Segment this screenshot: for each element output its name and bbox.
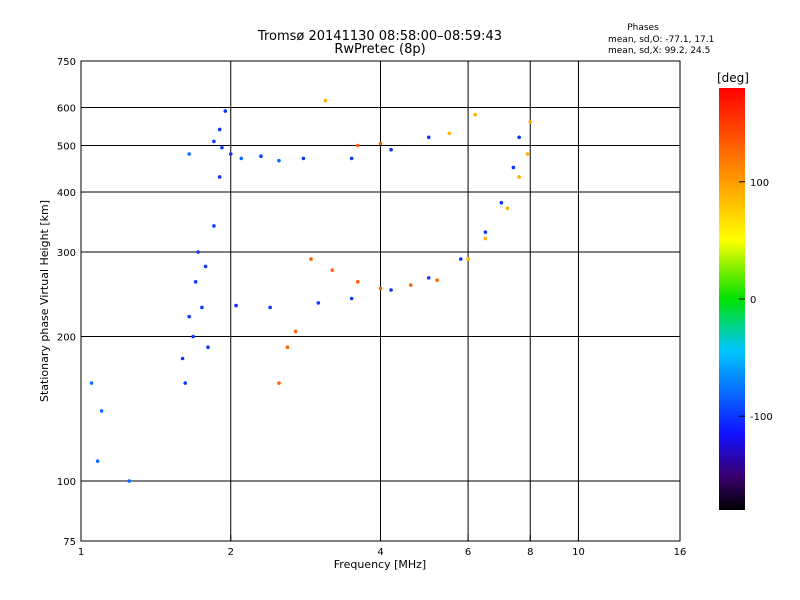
data-point <box>228 152 233 156</box>
data-point <box>483 236 488 241</box>
data-point <box>212 139 216 144</box>
x-tick-label: 10 <box>572 547 585 558</box>
data-point <box>223 109 228 113</box>
data-point <box>217 127 222 132</box>
data-point <box>268 305 272 310</box>
data-point <box>206 345 210 350</box>
data-point <box>517 175 521 179</box>
data-point <box>89 381 94 385</box>
data-point <box>378 141 383 146</box>
data-point <box>217 175 222 179</box>
data-point <box>458 257 463 261</box>
data-point <box>349 156 354 161</box>
data-point <box>389 147 393 152</box>
data-point <box>301 156 306 161</box>
y-axis-label: Stationary phase Virtual Height [km] <box>38 200 51 402</box>
x-tick-label: 1 <box>78 547 84 558</box>
x-tick-label: 4 <box>377 547 383 558</box>
data-point <box>203 264 208 269</box>
data-point <box>212 224 216 228</box>
data-point <box>193 280 198 284</box>
y-axis: 75 100 200 300 400 500 600 750 <box>57 57 87 548</box>
data-point <box>426 276 431 280</box>
data-point <box>355 143 360 148</box>
colorbar-tick-label: 100 <box>750 178 769 189</box>
y-tick-label: 75 <box>63 537 76 548</box>
data-point <box>426 135 431 140</box>
colorbar-tick-label: -100 <box>750 412 773 423</box>
data-point <box>180 356 185 361</box>
data-point <box>466 257 470 261</box>
y-tick-label: 400 <box>57 188 76 199</box>
x-tick-label: 6 <box>465 547 471 558</box>
data-point <box>499 200 504 205</box>
y-tick-label: 600 <box>57 104 76 115</box>
data-point <box>330 268 335 272</box>
x-axis-label: Frequency [MHz] <box>334 558 426 571</box>
data-point <box>355 280 360 284</box>
x-tick-label: 16 <box>674 547 687 558</box>
grid-lines <box>81 61 680 541</box>
y-tick-label: 500 <box>57 142 76 153</box>
data-point <box>349 296 354 301</box>
y-tick-label: 300 <box>57 248 76 259</box>
data-point <box>277 158 281 163</box>
data-point <box>95 459 100 463</box>
x-tick-label: 2 <box>228 547 234 558</box>
data-point <box>447 131 452 136</box>
data-point <box>483 230 488 234</box>
x-axis: 1 2 4 6 8 10 16 <box>78 535 687 558</box>
x-tick-label: 8 <box>527 547 533 558</box>
data-point <box>183 381 188 385</box>
data-point <box>191 334 195 339</box>
data-point <box>196 250 200 254</box>
chart-title: Tromsø 20141130 08:58:00–08:59:43 <box>257 29 502 44</box>
data-point <box>187 314 191 319</box>
data-point <box>323 98 328 103</box>
phase-info-title: Phases <box>627 23 659 33</box>
data-point <box>505 206 510 211</box>
data-point <box>285 345 290 350</box>
colorbar-ticks: 100 0 -100 <box>739 178 773 423</box>
data-point <box>127 479 132 483</box>
data-point <box>408 283 413 287</box>
data-point <box>99 409 104 413</box>
data-point <box>517 135 521 140</box>
phase-info-line1: mean, sd,O: -77.1, 17.1 <box>608 35 714 45</box>
data-point <box>378 286 383 291</box>
data-point <box>389 288 393 292</box>
data-point <box>187 152 191 156</box>
data-point <box>511 165 516 170</box>
data-point <box>473 112 477 117</box>
data-point <box>200 305 204 310</box>
y-tick-label: 200 <box>57 333 76 344</box>
data-point <box>293 329 298 334</box>
data-point <box>220 145 224 150</box>
chart-subtitle: RwPretec (8p) <box>334 42 425 57</box>
y-tick-label: 750 <box>57 57 76 68</box>
data-point <box>435 278 439 283</box>
y-tick-label: 100 <box>57 477 76 488</box>
data-point <box>525 152 530 156</box>
data-point <box>528 120 533 124</box>
phase-info-line2: mean, sd,X: 99.2, 24.5 <box>608 46 710 56</box>
data-point <box>259 154 263 159</box>
colorbar-label: [deg] <box>717 71 749 85</box>
data-point <box>309 257 313 261</box>
colorbar-tick-label: 0 <box>750 295 756 306</box>
data-point <box>277 381 281 385</box>
data-point <box>234 303 238 308</box>
data-point <box>316 301 321 305</box>
data-points <box>89 98 533 483</box>
data-point <box>239 156 244 161</box>
